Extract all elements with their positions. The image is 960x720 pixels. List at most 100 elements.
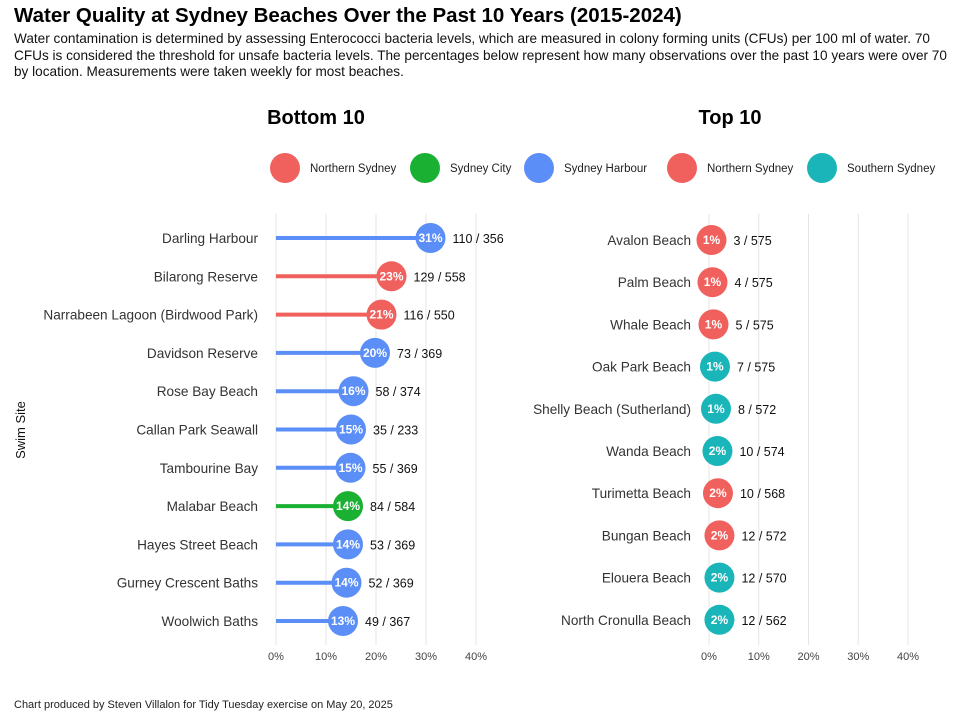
- count-label: 10 / 574: [739, 445, 784, 459]
- data-point: [360, 337, 390, 368]
- chart-subtitle: Water contamination is determined by ass…: [14, 31, 947, 79]
- percent-label: 15%: [339, 423, 363, 437]
- bottom-10-gridlines: [275, 214, 477, 645]
- percent-label: 2%: [711, 613, 729, 627]
- x-tick-label: 0%: [268, 651, 284, 663]
- count-label: 116 / 550: [404, 309, 455, 323]
- site-label: Avalon Beach: [607, 233, 691, 248]
- site-label: Bungan Beach: [602, 528, 691, 543]
- percent-label: 1%: [703, 233, 721, 247]
- site-label: Callan Park Seawall: [136, 423, 258, 438]
- percent-label: 20%: [363, 346, 387, 360]
- top-10-title: Top 10: [699, 107, 762, 129]
- data-point: [704, 520, 735, 551]
- site-label: Darling Harbour: [162, 231, 258, 246]
- percent-label: 15%: [338, 461, 362, 475]
- data-point: [700, 393, 731, 424]
- percent-label: 2%: [711, 528, 729, 542]
- x-tick-label: 10%: [315, 651, 337, 663]
- count-label: 110 / 356: [453, 232, 504, 246]
- percent-label: 1%: [706, 360, 724, 374]
- count-label: 53 / 369: [370, 538, 415, 552]
- percent-label: 14%: [334, 576, 358, 590]
- data-point: [702, 478, 733, 509]
- bottom-10-x-ticks: 0% 10% 20% 30% 40%: [268, 651, 487, 663]
- count-label: 4 / 575: [734, 276, 772, 290]
- data-point: [338, 376, 369, 407]
- percent-label: 14%: [336, 537, 360, 551]
- chart-caption: Chart produced by Steven Villalon for Ti…: [14, 699, 393, 711]
- site-label: Malabar Beach: [167, 499, 258, 514]
- percent-label: 23%: [379, 269, 403, 283]
- site-label: Bilarong Reserve: [154, 269, 258, 284]
- data-point: [702, 436, 733, 466]
- data-point: [376, 261, 407, 292]
- count-label: 52 / 369: [369, 577, 414, 591]
- percent-label: 13%: [331, 614, 355, 628]
- x-tick-label: 10%: [748, 651, 770, 663]
- count-label: 10 / 568: [740, 487, 785, 501]
- legend-swatch-northern-sydney: [270, 153, 300, 183]
- site-label: Davidson Reserve: [147, 346, 258, 361]
- site-label: Shelly Beach (Sutherland): [533, 402, 691, 417]
- legend-label-sydney-harbour: Sydney Harbour: [564, 163, 647, 175]
- data-point: [331, 567, 362, 598]
- site-label: Wanda Beach: [606, 444, 691, 459]
- count-label: 12 / 570: [741, 572, 786, 586]
- x-tick-label: 20%: [797, 651, 819, 663]
- count-label: 49 / 367: [365, 615, 410, 629]
- legend-swatch-northern-sydney: [667, 153, 697, 183]
- percent-label: 21%: [369, 308, 393, 322]
- data-point: [704, 562, 735, 593]
- x-tick-label: 20%: [365, 651, 387, 663]
- percent-label: 2%: [709, 486, 727, 500]
- site-label: Oak Park Beach: [592, 360, 691, 375]
- site-label: Elouera Beach: [602, 571, 691, 586]
- legend-swatch-southern-sydney: [807, 153, 837, 183]
- site-label: Hayes Street Beach: [137, 537, 258, 552]
- site-label: North Cronulla Beach: [561, 613, 691, 628]
- bottom-10-title: Bottom 10: [267, 107, 365, 129]
- data-point: [415, 223, 446, 253]
- legend-swatch-sydney-harbour: [524, 153, 554, 183]
- count-label: 73 / 369: [397, 347, 442, 361]
- count-label: 129 / 558: [414, 270, 466, 284]
- legend-label-northern-sydney: Northern Sydney: [310, 163, 397, 175]
- percent-label: 1%: [705, 317, 723, 331]
- count-label: 55 / 369: [373, 462, 418, 476]
- percent-label: 31%: [418, 231, 442, 245]
- x-tick-label: 40%: [897, 651, 919, 663]
- bottom-10-marks: Darling Harbour 31% 110 / 356 Bilarong Rese…: [43, 223, 504, 636]
- x-tick-label: 40%: [465, 651, 487, 663]
- top-10-marks: Avalon Beach 1% 3 / 575 Palm Beach 1% 4 / 575…: [533, 225, 787, 635]
- legend-label-northern-sydney: Northern Sydney: [707, 163, 794, 175]
- percent-label: 16%: [341, 384, 365, 398]
- top-10-panel: Top 10 Northern Sydney Southern Sydney Av…: [533, 107, 935, 663]
- count-label: 35 / 233: [373, 424, 418, 438]
- percent-label: 14%: [336, 499, 360, 513]
- bottom-10-legend: Northern Sydney Sydney City Sydney Harbour: [270, 153, 647, 183]
- count-label: 8 / 572: [738, 403, 776, 417]
- data-point: [697, 267, 728, 298]
- y-axis-title: Swim Site: [13, 401, 28, 459]
- percent-label: 1%: [707, 402, 725, 416]
- data-point: [704, 604, 735, 635]
- site-label: Rose Bay Beach: [157, 384, 258, 399]
- site-label: Tambourine Bay: [160, 461, 258, 476]
- site-label: Palm Beach: [618, 275, 691, 290]
- count-label: 5 / 575: [735, 318, 773, 332]
- data-point: [333, 529, 363, 560]
- percent-label: 2%: [711, 571, 729, 585]
- count-label: 12 / 562: [741, 614, 786, 628]
- chart-title: Water Quality at Sydney Beaches Over the…: [14, 4, 682, 27]
- legend-label-sydney-city: Sydney City: [450, 163, 512, 175]
- percent-label: 2%: [709, 444, 727, 458]
- bottom-10-panel: Bottom 10 Northern Sydney Sydney City Sydn…: [43, 107, 647, 663]
- percent-label: 1%: [704, 275, 722, 289]
- count-label: 58 / 374: [376, 385, 421, 399]
- data-point: [333, 491, 363, 522]
- count-label: 12 / 572: [741, 529, 786, 543]
- data-point: [699, 351, 730, 382]
- x-tick-label: 30%: [847, 651, 869, 663]
